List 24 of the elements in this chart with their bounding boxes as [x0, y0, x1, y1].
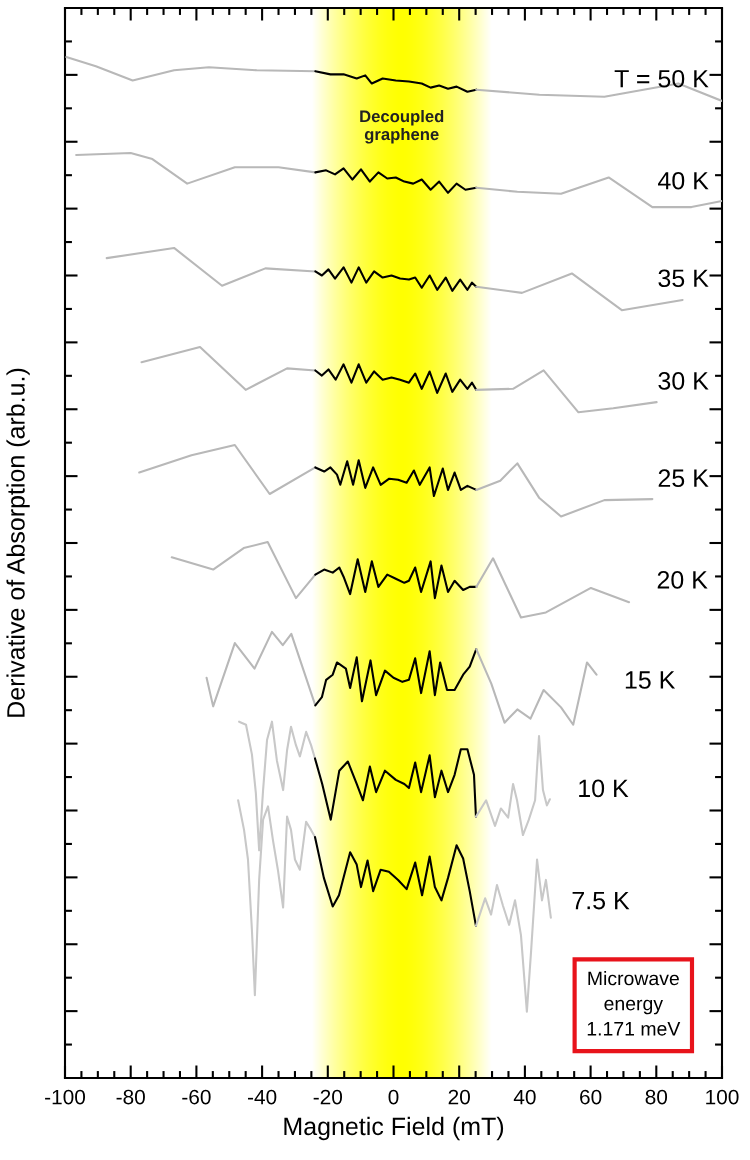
series-label: 15 K	[625, 671, 676, 689]
series-label: T = 50 K	[614, 69, 709, 88]
x-tick-label: -100	[45, 1089, 86, 1105]
series-label: 10 K	[579, 779, 629, 798]
series-label: 7.5 K	[572, 891, 630, 910]
series-label: 40 K	[658, 171, 709, 190]
x-tick-label: 100	[706, 1089, 739, 1105]
x-tick-label: -60	[182, 1089, 211, 1105]
x-tick-label: -40	[247, 1089, 277, 1105]
x-tick-label: 40	[513, 1089, 536, 1105]
band-label: Decoupled graphene	[360, 109, 444, 144]
x-axis-title: Magnetic Field (mT)	[284, 1116, 504, 1141]
annotation: Microwave energy 1.171 meV	[587, 971, 681, 1036]
x-tick-label: -20	[313, 1089, 343, 1105]
y-axis-title: Derivative of Absorption (arb.u.)	[6, 368, 30, 717]
series-label: 30 K	[658, 372, 709, 390]
x-tick-label: 60	[580, 1089, 602, 1105]
x-tick-label: 20	[448, 1089, 470, 1105]
series-label: 25 K	[658, 469, 709, 487]
series-label: 20 K	[657, 570, 708, 589]
x-tick-label: 0	[388, 1089, 399, 1105]
series-label: 35 K	[658, 269, 709, 288]
x-tick-label: -80	[116, 1089, 145, 1105]
x-tick-label: 80	[645, 1089, 668, 1105]
